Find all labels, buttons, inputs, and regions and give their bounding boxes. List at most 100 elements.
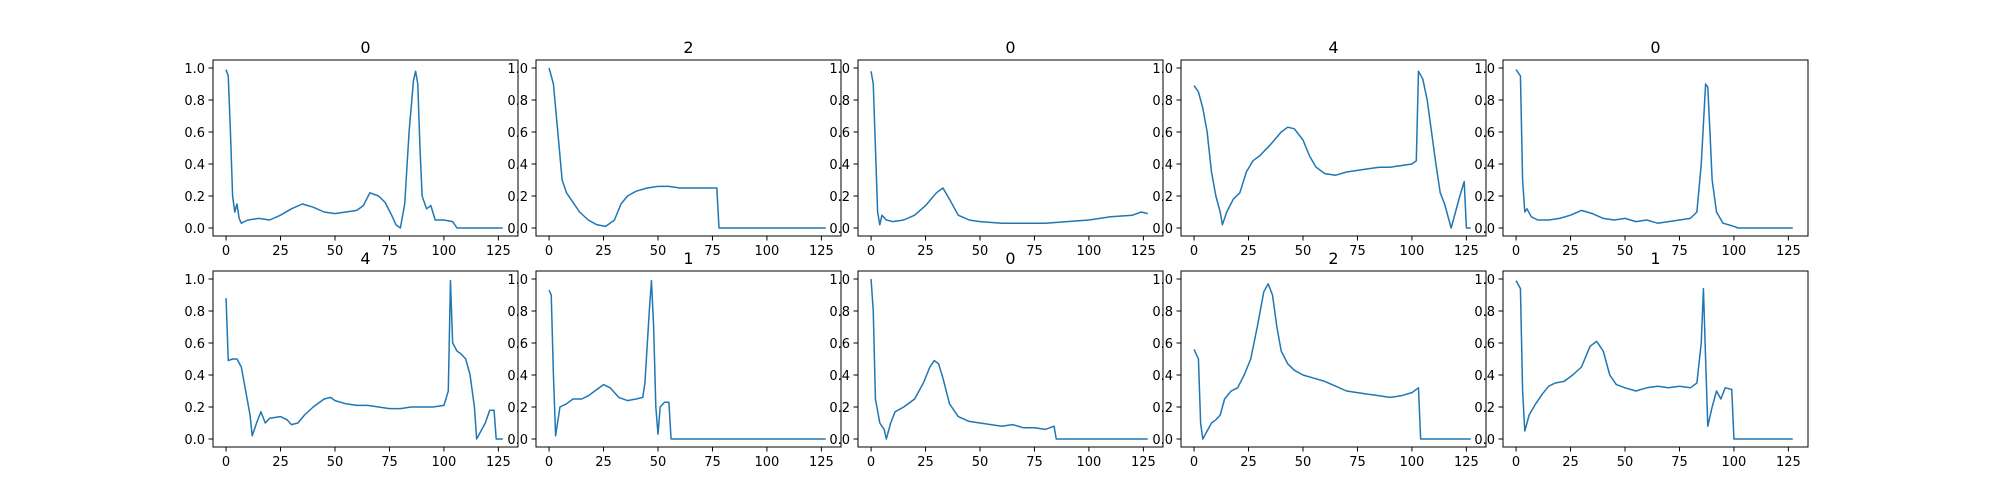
y-tick-label: 0.8 bbox=[1474, 305, 1495, 320]
y-tick-label: 0.0 bbox=[1474, 433, 1495, 448]
y-tick-label: 0.4 bbox=[829, 158, 850, 173]
y-tick-label: 1.0 bbox=[829, 273, 850, 288]
axes-frame bbox=[535, 59, 842, 237]
y-tick-label: 1.0 bbox=[1152, 62, 1173, 77]
y-tick-label: 0.8 bbox=[829, 305, 850, 320]
y-tick-label: 1.0 bbox=[184, 62, 205, 77]
x-tick-label: 25 bbox=[595, 455, 612, 470]
x-tick-label: 125 bbox=[1454, 244, 1479, 259]
y-tick-label: 0.4 bbox=[507, 369, 528, 384]
x-tick-label: 75 bbox=[1026, 455, 1043, 470]
x-tick-label: 25 bbox=[1240, 244, 1257, 259]
x-tick-label: 25 bbox=[1562, 455, 1579, 470]
x-tick-label: 75 bbox=[704, 455, 721, 470]
subplot-title: 0 bbox=[1005, 249, 1015, 268]
y-tick-label: 0.6 bbox=[1474, 126, 1495, 141]
y-tick-label: 1.0 bbox=[1152, 273, 1173, 288]
x-tick-label: 125 bbox=[809, 244, 834, 259]
y-tick-label: 1.0 bbox=[1474, 273, 1495, 288]
x-tick-label: 100 bbox=[1077, 244, 1102, 259]
series-line-0 bbox=[548, 67, 826, 229]
y-tick-label: 0.6 bbox=[507, 337, 528, 352]
x-tick-label: 0 bbox=[545, 455, 553, 470]
y-tick-label: 1.0 bbox=[829, 62, 850, 77]
x-tick-label: 125 bbox=[1131, 244, 1156, 259]
y-tick-label: 0.0 bbox=[1474, 222, 1495, 237]
y-tick-label: 0.4 bbox=[1474, 369, 1495, 384]
y-tick-label: 0.2 bbox=[829, 401, 850, 416]
x-tick-label: 100 bbox=[432, 455, 457, 470]
x-tick-label: 50 bbox=[1617, 455, 1634, 470]
y-tick-label: 0.2 bbox=[1474, 401, 1495, 416]
y-tick-label: 0.2 bbox=[1152, 401, 1173, 416]
axes-frame bbox=[212, 270, 519, 448]
x-tick-label: 0 bbox=[1190, 244, 1198, 259]
x-tick-label: 50 bbox=[1617, 244, 1634, 259]
y-tick-label: 0.0 bbox=[507, 433, 528, 448]
x-tick-label: 25 bbox=[1240, 455, 1257, 470]
y-tick-label: 0.6 bbox=[829, 126, 850, 141]
x-tick-label: 100 bbox=[755, 244, 780, 259]
y-tick-label: 1.0 bbox=[507, 273, 528, 288]
x-tick-label: 100 bbox=[1722, 455, 1747, 470]
x-tick-label: 125 bbox=[1776, 455, 1801, 470]
x-tick-label: 0 bbox=[222, 455, 230, 470]
subplot-3: 4 0.0 0.2 0.4 0.6 0.8 1.0 0 25 50 75 100 125 bbox=[1152, 38, 1487, 259]
y-tick-label: 0.8 bbox=[507, 94, 528, 109]
subplot-title: 4 bbox=[360, 249, 370, 268]
subplot-title: 4 bbox=[1328, 38, 1338, 57]
subplot-title: 2 bbox=[1328, 249, 1338, 268]
y-tick-label: 0.6 bbox=[1152, 337, 1173, 352]
subplot-2: 0 0.0 0.2 0.4 0.6 0.8 1.0 0 25 50 75 100 125 bbox=[829, 38, 1164, 259]
axes-frame bbox=[535, 270, 842, 448]
y-tick-label: 0.2 bbox=[507, 401, 528, 416]
y-tick-label: 0.2 bbox=[184, 190, 205, 205]
x-tick-label: 25 bbox=[272, 455, 289, 470]
x-tick-label: 75 bbox=[381, 244, 398, 259]
x-tick-label: 25 bbox=[917, 244, 934, 259]
x-tick-label: 75 bbox=[1671, 455, 1688, 470]
x-tick-label: 0 bbox=[222, 244, 230, 259]
y-tick-label: 0.0 bbox=[1152, 222, 1173, 237]
y-tick-label: 0.0 bbox=[507, 222, 528, 237]
y-tick-label: 0.6 bbox=[829, 337, 850, 352]
subplot-6: 1 0.0 0.2 0.4 0.6 0.8 1.0 0 25 50 75 100 125 bbox=[507, 249, 842, 470]
x-tick-label: 100 bbox=[1400, 244, 1425, 259]
x-tick-label: 0 bbox=[1190, 455, 1198, 470]
x-tick-label: 125 bbox=[1454, 455, 1479, 470]
y-tick-label: 0.8 bbox=[1152, 94, 1173, 109]
y-tick-label: 0.4 bbox=[1474, 158, 1495, 173]
x-tick-label: 75 bbox=[1349, 244, 1366, 259]
x-tick-label: 0 bbox=[867, 244, 875, 259]
series-line-0 bbox=[225, 69, 503, 229]
y-tick-label: 0.2 bbox=[507, 190, 528, 205]
y-tick-label: 0.0 bbox=[829, 222, 850, 237]
x-tick-label: 50 bbox=[650, 455, 667, 470]
x-tick-label: 50 bbox=[972, 455, 989, 470]
subplot-title: 1 bbox=[1650, 249, 1660, 268]
x-tick-label: 0 bbox=[867, 455, 875, 470]
y-tick-label: 1.0 bbox=[184, 273, 205, 288]
subplot-title: 2 bbox=[683, 38, 693, 57]
subplot-5: 4 0.0 0.2 0.4 0.6 0.8 1.0 0 25 50 75 100 125 bbox=[184, 249, 519, 470]
y-tick-label: 1.0 bbox=[507, 62, 528, 77]
axes-frame bbox=[1502, 59, 1809, 237]
subplot-title: 0 bbox=[1650, 38, 1660, 57]
y-tick-label: 0.8 bbox=[829, 94, 850, 109]
x-tick-label: 0 bbox=[1512, 244, 1520, 259]
x-tick-label: 100 bbox=[432, 244, 457, 259]
subplot-7: 0 0.0 0.2 0.4 0.6 0.8 1.0 0 25 50 75 100 125 bbox=[829, 249, 1164, 470]
x-tick-label: 50 bbox=[1295, 455, 1312, 470]
series-line-0 bbox=[548, 279, 826, 440]
x-tick-label: 125 bbox=[809, 455, 834, 470]
x-tick-label: 75 bbox=[1349, 455, 1366, 470]
x-tick-label: 75 bbox=[704, 244, 721, 259]
x-tick-label: 0 bbox=[545, 244, 553, 259]
y-tick-label: 0.4 bbox=[1152, 158, 1173, 173]
x-tick-label: 75 bbox=[1671, 244, 1688, 259]
y-tick-label: 0.4 bbox=[507, 158, 528, 173]
y-tick-label: 0.8 bbox=[184, 94, 205, 109]
subplot-8: 2 0.0 0.2 0.4 0.6 0.8 1.0 0 25 50 75 100 125 bbox=[1152, 249, 1487, 470]
series-line-0 bbox=[870, 71, 1148, 226]
